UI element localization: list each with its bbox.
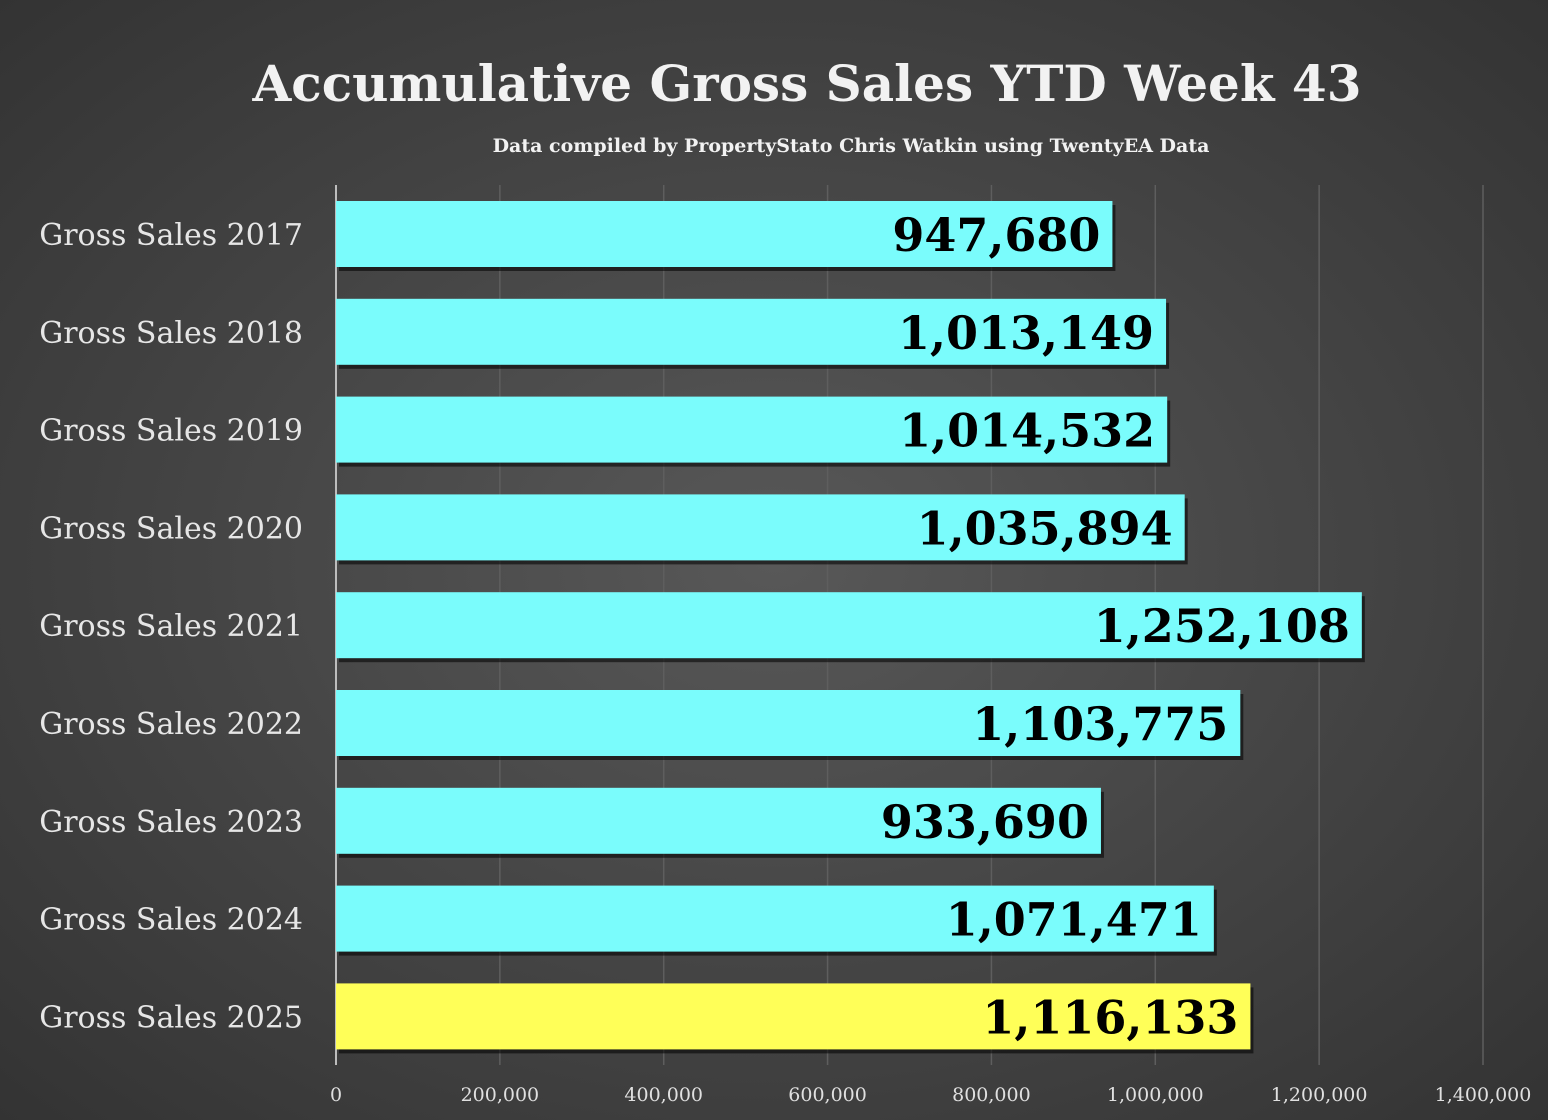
bar — [336, 298, 1167, 365]
bar — [336, 494, 1185, 561]
category-label: Gross Sales 2025 — [39, 1000, 303, 1035]
data-label: 1,071,471 — [946, 893, 1202, 947]
data-label: 1,013,149 — [898, 306, 1154, 360]
data-label: 933,690 — [881, 795, 1089, 849]
data-label: 1,252,108 — [1094, 599, 1350, 653]
data-label: 1,035,894 — [917, 501, 1173, 555]
x-tick-label: 600,000 — [788, 1084, 867, 1106]
data-label: 1,103,775 — [972, 697, 1228, 751]
data-label: 1,014,532 — [899, 404, 1155, 458]
bar — [336, 592, 1362, 659]
chart-title: Accumulative Gross Sales YTD Week 43 — [251, 54, 1361, 113]
x-tick-label: 1,000,000 — [1107, 1084, 1204, 1106]
x-tick-label: 0 — [330, 1084, 342, 1106]
x-tick-label: 200,000 — [461, 1084, 540, 1106]
x-tick-label: 400,000 — [624, 1084, 703, 1106]
bar — [336, 787, 1101, 854]
category-label: Gross Sales 2024 — [39, 903, 303, 938]
category-label: Gross Sales 2018 — [39, 316, 303, 351]
data-label: 947,680 — [892, 208, 1100, 262]
bar — [336, 885, 1214, 952]
category-label: Gross Sales 2023 — [39, 805, 303, 840]
x-tick-label: 800,000 — [952, 1084, 1031, 1106]
category-label: Gross Sales 2020 — [39, 511, 303, 546]
bar — [336, 396, 1168, 463]
bar — [336, 201, 1113, 267]
chart-subtitle: Data compiled by PropertyStato Chris Wat… — [493, 135, 1210, 157]
category-label: Gross Sales 2017 — [39, 218, 303, 253]
category-label: Gross Sales 2019 — [39, 414, 303, 449]
x-tick-label: 1,400,000 — [1435, 1084, 1532, 1106]
category-label: Gross Sales 2022 — [39, 707, 303, 742]
x-tick-label: 1,200,000 — [1271, 1084, 1368, 1106]
bar — [336, 983, 1251, 1050]
data-label: 1,116,133 — [982, 990, 1238, 1044]
category-label: Gross Sales 2021 — [39, 609, 303, 644]
bar — [336, 690, 1241, 756]
